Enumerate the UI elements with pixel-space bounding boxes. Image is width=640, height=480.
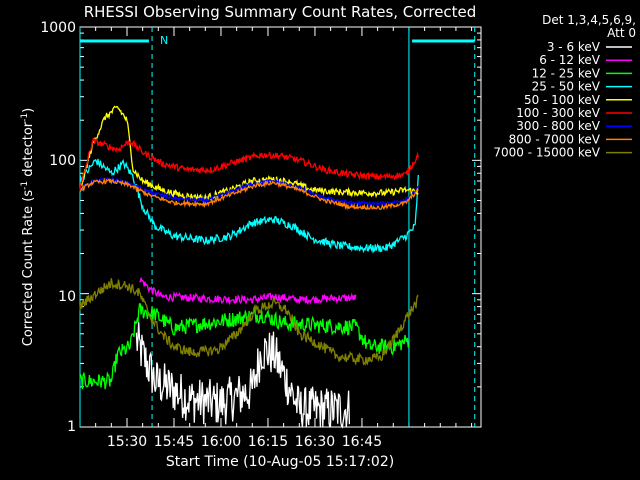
y-tick-label: 1 — [67, 419, 76, 435]
legend-entry-label: 300 - 800 keV — [516, 119, 600, 133]
legend-entry-label: 800 - 7000 keV — [509, 132, 601, 146]
series-line-1 — [135, 322, 351, 429]
x-tick-label: 15:45 — [154, 434, 194, 450]
x-tick-label: 16:15 — [248, 434, 288, 450]
axis-ticks — [80, 27, 481, 428]
y-tick-label: 10 — [58, 289, 76, 305]
legend-title-att: Att 0 — [607, 26, 636, 40]
x-tick-label: 15:30 — [107, 434, 147, 450]
y-axis-label: Corrected Count Rate (s-1 detector-1) — [20, 108, 36, 346]
series-layer — [79, 105, 419, 429]
legend-title: Det 1,3,4,5,6,9, — [542, 13, 636, 27]
x-axis-label: Start Time (10-Aug-05 15:17:02) — [166, 454, 394, 470]
series-line-5 — [79, 105, 419, 202]
series-line-3 — [79, 303, 410, 390]
series-line-6 — [79, 137, 419, 192]
attenuator-markers — [79, 27, 476, 427]
y-tick-label: 100 — [49, 153, 76, 169]
legend-entry-label: 50 - 100 keV — [524, 93, 601, 107]
legend-entry-label: 25 - 50 keV — [532, 80, 601, 94]
series-line-2 — [139, 277, 357, 306]
x-tick-labels: 15:30 15:45 16:00 16:15 16:30 16:45 — [107, 434, 382, 450]
y-tick-label: 1000 — [40, 20, 76, 36]
y-tick-labels: 1 10 100 1000 — [40, 20, 76, 435]
legend-entry-label: 3 - 6 keV — [547, 40, 601, 54]
series-line-7 — [79, 176, 419, 208]
legend-entry-label: 6 - 12 keV — [539, 53, 601, 67]
legend-entry-label: 7000 - 15000 keV — [493, 146, 600, 160]
legend-entry-label: 12 - 25 keV — [532, 66, 601, 80]
x-tick-label: 16:00 — [201, 434, 241, 450]
legend-entry-label: 100 - 300 keV — [516, 106, 600, 120]
series-line-9 — [79, 278, 419, 366]
x-tick-label: 16:45 — [342, 434, 382, 450]
series-line-4 — [79, 158, 419, 254]
x-tick-label: 16:30 — [295, 434, 335, 450]
series-line-8 — [79, 177, 419, 211]
annotation-n: N — [160, 34, 168, 47]
chart-title: RHESSI Observing Summary Count Rates, Co… — [84, 3, 477, 21]
